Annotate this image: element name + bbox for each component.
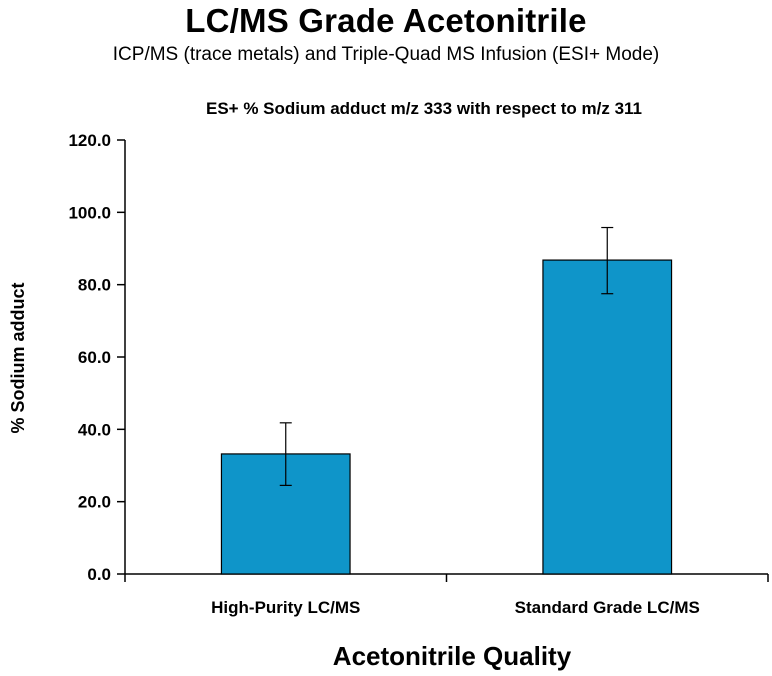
y-tick-label: 120.0 [68, 131, 111, 150]
page-subtitle: ICP/MS (trace metals) and Triple-Quad MS… [112, 44, 660, 65]
y-tick-label: 20.0 [78, 493, 111, 512]
x-axis-label: Acetonitrile Quality [333, 641, 572, 671]
bar [542, 259, 673, 575]
x-category-label: Standard Grade LC/MS [515, 598, 700, 617]
y-tick-label: 80.0 [78, 276, 111, 295]
plot-area: 0.0 20.0 40.0 60.0 80.0 100.0 120.0 High-Purity… [68, 131, 769, 617]
x-category-label: High-Purity LC/MS [211, 598, 360, 617]
y-tick-label: 40.0 [78, 420, 111, 439]
y-tick-label: 0.0 [87, 565, 111, 584]
y-tick-label: 100.0 [68, 203, 111, 222]
y-tick-label: 60.0 [78, 348, 111, 367]
page-title: LC/MS Grade Acetonitrile [185, 2, 587, 39]
chart-title: ES+ % Sodium adduct m/z 333 with respect… [206, 99, 642, 118]
y-axis-label: % Sodium adduct [8, 282, 28, 433]
